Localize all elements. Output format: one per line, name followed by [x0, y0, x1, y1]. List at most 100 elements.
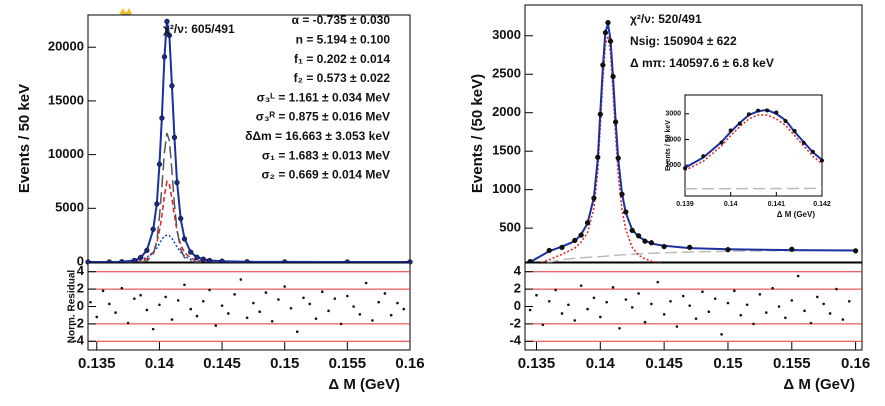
residual-point [189, 308, 192, 311]
y-tick-label: 2 [514, 281, 521, 296]
data-point [598, 112, 603, 117]
residual-point [127, 322, 130, 325]
residual-point [152, 328, 155, 331]
residual-point [302, 297, 305, 300]
residual-point [631, 306, 634, 309]
data-point [579, 233, 584, 238]
fit-annotation: α = -0.735 ± 0.030 [292, 13, 391, 27]
data-point [603, 30, 608, 35]
residual-point [835, 288, 838, 291]
residual-point [402, 308, 405, 311]
residual-point [829, 312, 832, 315]
data-point [170, 83, 175, 88]
residual-point [252, 302, 255, 305]
x-tick-label: 0.155 [329, 355, 367, 372]
x-tick-label: 0.139 [676, 201, 694, 208]
residual-point [240, 278, 243, 281]
residual-point [271, 320, 274, 323]
y-tick-label: 4 [77, 263, 85, 278]
x-tick-label: 0.15 [713, 355, 742, 372]
x-tick-label: 0.15 [270, 355, 299, 372]
data-point [802, 141, 806, 145]
residual-point [650, 303, 653, 306]
residual-point [296, 330, 299, 333]
data-point [155, 202, 160, 207]
x-tick-label: 0.145 [203, 355, 241, 372]
residual-point [746, 303, 749, 306]
data-point [600, 63, 605, 68]
residual-point [803, 310, 806, 313]
residual-point [605, 301, 608, 304]
data-point [144, 248, 149, 253]
data-point [683, 166, 687, 170]
data-point [784, 119, 788, 123]
data-point [729, 129, 733, 133]
y-tick-label: -2 [509, 315, 521, 330]
residual-point [663, 313, 666, 316]
fit-annotation: Nsig: 150904 ± 622 [630, 34, 737, 48]
residual-point [133, 297, 136, 300]
data-point [172, 135, 177, 140]
residual-point [308, 303, 311, 306]
data-point [765, 109, 769, 113]
y-tick-label: 20000 [48, 39, 84, 54]
residual-point [593, 297, 596, 300]
data-point [162, 54, 167, 59]
fit-annotation: χ²/ν: 605/491 [163, 22, 235, 36]
data-point [175, 180, 180, 185]
data-point [793, 129, 797, 133]
y-tick-label: 5000 [55, 200, 84, 215]
x-axis-title: Δ M (GeV) [777, 210, 816, 219]
residual-point [290, 307, 293, 310]
residual-point [233, 293, 236, 296]
y-tick-label: 2 [77, 281, 84, 296]
data-point [613, 120, 618, 125]
data-point [606, 20, 611, 25]
fit-annotation: f₂ = 0.573 ± 0.022 [294, 71, 391, 85]
data-point [195, 255, 200, 260]
residual-point [644, 321, 647, 324]
y-tick-label: -4 [509, 333, 521, 348]
residual-point [816, 296, 819, 299]
residual-point [114, 311, 117, 314]
fit-annotation: δΔm = 16.663 ± 3.053 keV [245, 129, 390, 143]
residual-point [321, 290, 324, 293]
residual-point [676, 325, 679, 328]
residual-point [158, 303, 161, 306]
residual-point [334, 297, 337, 300]
data-point [547, 248, 552, 253]
plot-frame [88, 263, 410, 350]
residual-point [171, 318, 174, 321]
data-point [151, 227, 156, 232]
data-point [201, 257, 206, 262]
y-tick-label: 4 [514, 263, 522, 278]
fit-annotation: Δ mπ: 140597.6 ± 6.8 keV [630, 56, 774, 70]
y-axis-title: Events / (50 keV) [469, 74, 486, 193]
data-point [188, 250, 193, 255]
residual-point [221, 304, 224, 307]
residual-point [396, 302, 399, 305]
y-tick-label: 15000 [48, 92, 84, 107]
data-point [649, 240, 654, 245]
y-tick-label: 2500 [492, 66, 521, 81]
y-tick-label: 10000 [48, 146, 84, 161]
residual-point [283, 285, 286, 288]
y-axis-title: Events / 50 keV [665, 120, 672, 171]
residual-point [121, 287, 124, 290]
data-point [662, 244, 667, 249]
x-tick-label: 0.14 [724, 201, 738, 208]
residual-point [377, 301, 380, 304]
x-tick-label: 0.16 [841, 355, 870, 372]
residual-point [561, 312, 564, 315]
residual-point [108, 303, 111, 306]
data-point [592, 196, 597, 201]
data-point [595, 155, 600, 160]
residual-point [365, 282, 368, 285]
residual-point [752, 323, 755, 326]
residual-point [797, 275, 800, 278]
data-point [726, 247, 731, 252]
residual-point [139, 294, 142, 297]
residual-point [390, 314, 393, 317]
data-point [820, 159, 824, 163]
